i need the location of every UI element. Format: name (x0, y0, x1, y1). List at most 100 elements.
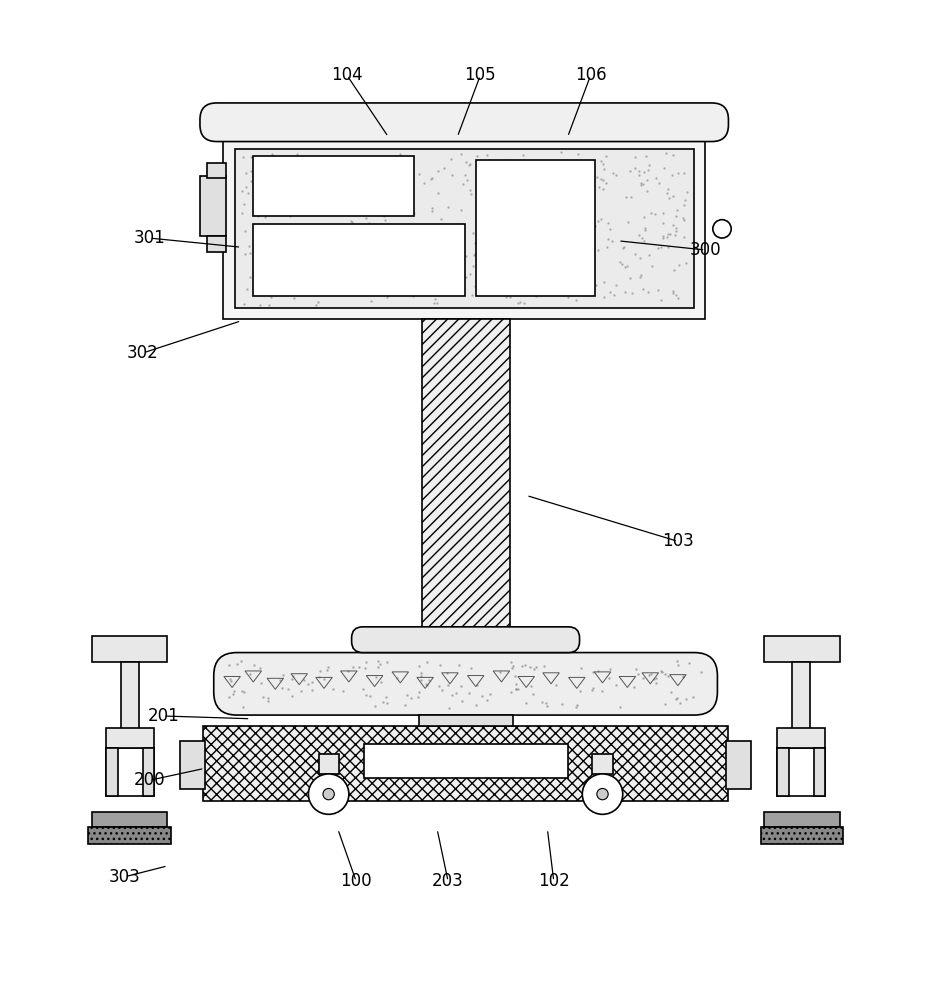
Point (364, 189, 379, 205)
Point (333, 231, 348, 247)
Point (644, 258, 659, 274)
Point (304, 682, 319, 698)
Point (411, 684, 426, 700)
Point (654, 239, 669, 255)
Point (590, 169, 605, 185)
Point (265, 235, 280, 251)
Point (549, 254, 564, 270)
Point (679, 184, 694, 200)
Point (396, 185, 411, 201)
Point (334, 224, 349, 240)
Point (278, 193, 293, 209)
Point (264, 175, 279, 191)
Point (376, 694, 391, 710)
Point (627, 246, 642, 262)
Point (341, 172, 355, 188)
Point (498, 187, 513, 203)
Point (586, 216, 601, 232)
Point (681, 655, 696, 671)
Point (494, 203, 509, 219)
Point (661, 668, 675, 684)
Point (358, 197, 373, 213)
Point (425, 200, 439, 216)
Point (434, 211, 449, 227)
Point (624, 285, 639, 301)
Point (646, 671, 661, 687)
Point (420, 677, 435, 693)
Point (665, 285, 680, 301)
Point (274, 154, 289, 170)
Point (546, 262, 561, 278)
Point (656, 215, 671, 231)
Point (640, 284, 655, 300)
Point (377, 181, 392, 197)
Point (285, 171, 299, 187)
Point (430, 163, 445, 179)
Point (640, 172, 655, 188)
Point (464, 660, 479, 676)
Point (686, 689, 701, 705)
Point (529, 229, 544, 245)
Point (464, 186, 479, 202)
Point (458, 269, 473, 285)
Point (267, 165, 282, 181)
Point (248, 280, 263, 296)
Point (453, 146, 468, 162)
Point (616, 239, 631, 255)
Point (634, 267, 649, 283)
Point (233, 653, 248, 669)
Point (601, 215, 616, 231)
Text: 104: 104 (331, 66, 363, 84)
Point (271, 285, 285, 301)
Point (600, 231, 615, 247)
Point (312, 669, 327, 685)
Point (550, 162, 565, 178)
Point (397, 257, 412, 273)
Point (246, 657, 261, 673)
Point (519, 163, 534, 179)
Point (341, 163, 356, 179)
Circle shape (323, 788, 334, 800)
Point (266, 282, 281, 298)
Point (591, 213, 606, 229)
Point (660, 229, 675, 245)
Point (285, 183, 299, 199)
Point (254, 675, 269, 691)
Point (469, 148, 484, 164)
Point (481, 152, 496, 168)
Point (384, 161, 399, 177)
Circle shape (309, 774, 349, 814)
Point (643, 666, 658, 682)
Point (599, 239, 614, 255)
Point (548, 185, 563, 201)
Point (633, 269, 648, 285)
Circle shape (582, 774, 622, 814)
Point (425, 281, 440, 297)
Point (563, 266, 578, 282)
Point (399, 271, 414, 287)
Point (635, 230, 650, 246)
FancyBboxPatch shape (214, 653, 717, 715)
Point (506, 268, 521, 284)
Point (360, 162, 375, 178)
Point (240, 185, 255, 201)
Point (378, 212, 393, 228)
Point (493, 664, 508, 680)
Point (297, 672, 312, 688)
Text: 100: 100 (341, 872, 372, 890)
Point (316, 168, 331, 184)
Point (571, 165, 586, 181)
Point (658, 696, 673, 712)
Point (416, 234, 431, 250)
Point (623, 189, 638, 205)
Point (598, 175, 613, 191)
Point (519, 237, 534, 253)
Point (399, 271, 414, 287)
Point (466, 258, 480, 274)
Bar (726, 741, 751, 789)
Point (276, 265, 291, 281)
Point (591, 242, 606, 258)
Point (508, 681, 523, 697)
Point (403, 690, 418, 706)
Point (642, 667, 657, 683)
